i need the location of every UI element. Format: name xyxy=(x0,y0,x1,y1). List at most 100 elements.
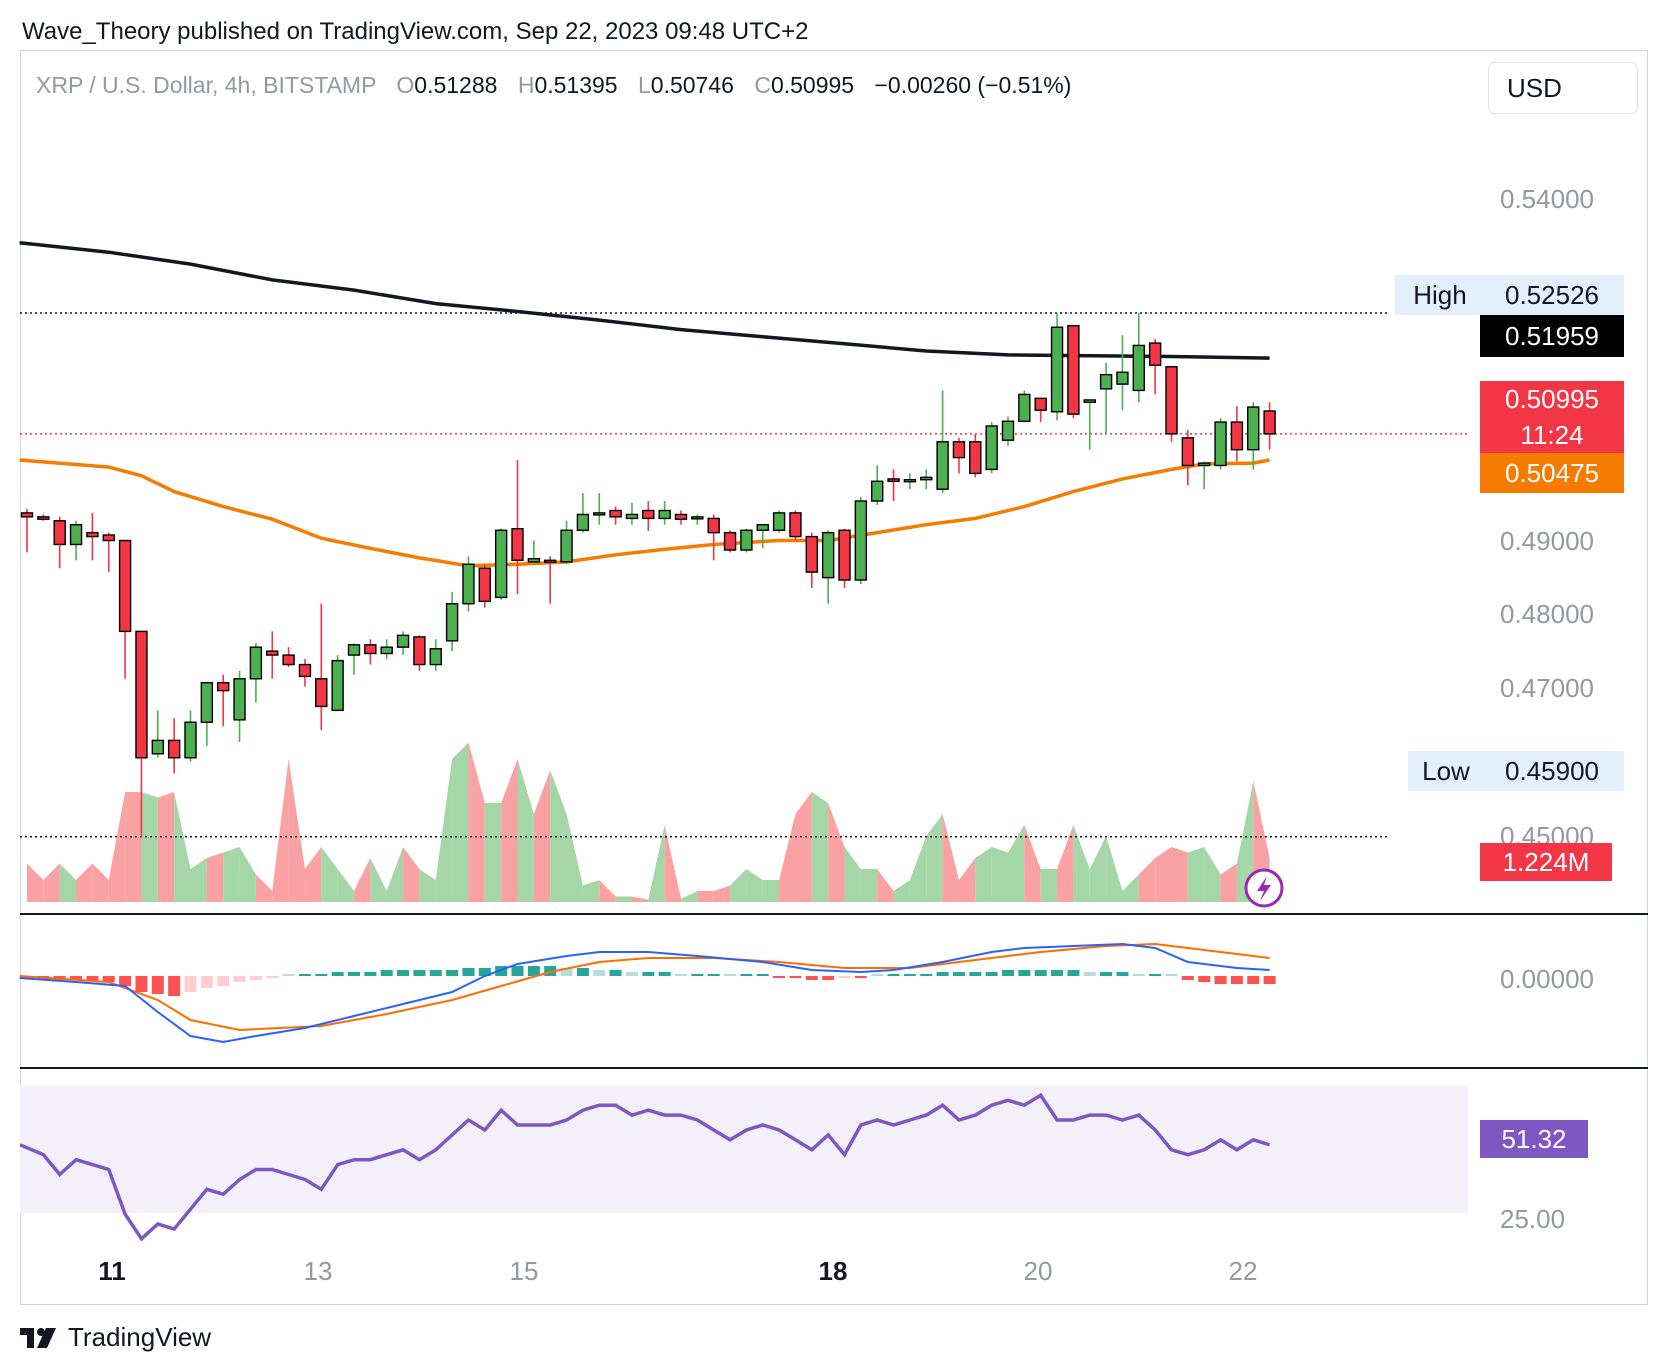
high-key: H xyxy=(517,72,535,98)
volume-value-tag: 1.224M xyxy=(1480,843,1612,881)
volume-layer xyxy=(27,742,1270,902)
volume-area xyxy=(174,792,191,902)
macd-histogram-bar xyxy=(511,966,524,976)
candle-body xyxy=(1230,421,1244,451)
candle-body xyxy=(478,567,491,603)
currency-button[interactable]: USD xyxy=(1488,62,1638,114)
close-value: 0.50995 xyxy=(770,72,855,98)
macd-histogram-bar xyxy=(200,976,213,988)
macd-histogram-bar xyxy=(1116,972,1129,976)
volume-area xyxy=(550,770,567,902)
macd-histogram-bar xyxy=(1018,970,1031,976)
volume-area xyxy=(599,880,616,902)
macd-line xyxy=(19,942,1270,1044)
candle-body xyxy=(445,603,459,642)
volume-area xyxy=(1155,847,1172,902)
macd-histogram-bar xyxy=(315,974,328,976)
volume-area xyxy=(403,847,420,902)
candle-body xyxy=(282,654,295,666)
macd-histogram-bar xyxy=(838,976,851,978)
candle-body xyxy=(1165,366,1178,435)
macd-histogram-bar xyxy=(298,974,311,976)
volume-area xyxy=(746,869,763,902)
volume-area xyxy=(125,792,142,902)
candle-body xyxy=(560,529,573,563)
low-key: L xyxy=(637,72,651,98)
volume-area xyxy=(92,863,109,902)
candle-body xyxy=(151,739,165,755)
candle-body xyxy=(1214,421,1227,467)
volume-area xyxy=(893,880,910,902)
volume-area xyxy=(1220,863,1237,902)
volume-area xyxy=(321,847,338,902)
macd-histogram-bar xyxy=(691,974,704,976)
macd-histogram-bar xyxy=(1149,974,1162,976)
volume-area xyxy=(664,825,681,902)
volume-area xyxy=(762,880,780,902)
ohlc-legend: XRP / U.S. Dollar, 4h, BITSTAMP O0.51288… xyxy=(36,72,1071,99)
macd-histogram-bar xyxy=(1083,972,1096,976)
candle-body xyxy=(298,663,312,678)
rsi-tick: 25.00 xyxy=(1500,1204,1566,1234)
candle-body xyxy=(413,636,426,666)
candle-body xyxy=(674,513,688,520)
macd-histogram-bar xyxy=(413,970,426,976)
candle-body xyxy=(396,634,410,648)
volume-area xyxy=(1106,836,1123,902)
high-tag: High xyxy=(1395,275,1485,315)
candle-body xyxy=(593,512,606,516)
rsi-band xyxy=(20,1085,1468,1213)
volume-area xyxy=(1171,847,1188,902)
volume-area xyxy=(288,759,305,902)
candle-body xyxy=(740,529,753,551)
time-tick: 22 xyxy=(1228,1256,1258,1286)
candle-body xyxy=(315,678,328,708)
candle-body xyxy=(1083,399,1096,403)
high-value: 0.51395 xyxy=(534,72,618,98)
volume-area xyxy=(255,874,273,902)
volume-area xyxy=(157,792,175,902)
price-tick: 0.47000 xyxy=(1500,673,1594,703)
volume-area xyxy=(1073,825,1090,902)
macd-histogram-bar xyxy=(168,976,181,996)
candle-body xyxy=(707,517,720,534)
candle-body xyxy=(1181,437,1195,467)
candle-body xyxy=(266,650,279,656)
high-value-tag: 0.52526 xyxy=(1480,275,1624,315)
volume-area xyxy=(337,869,354,902)
volume-area xyxy=(484,803,502,902)
macd-histogram-bar xyxy=(217,976,230,986)
macd-histogram-bar xyxy=(446,970,459,976)
candle-body xyxy=(1197,462,1211,467)
ma200-value-tag: 0.51959 xyxy=(1480,315,1624,357)
macd-histogram-bar xyxy=(642,972,655,976)
tradingview-brand[interactable]: TradingView xyxy=(20,1322,211,1353)
volume-area xyxy=(452,742,469,902)
macd-histogram-bar xyxy=(1263,976,1276,984)
symbol-title[interactable]: XRP / U.S. Dollar, 4h, BITSTAMP xyxy=(36,72,377,98)
candle-body xyxy=(854,500,868,581)
volume-area xyxy=(909,836,927,902)
macd-histogram-bar xyxy=(1230,976,1243,984)
macd-histogram-bar xyxy=(1165,974,1178,976)
change-value: −0.00260 (−0.51%) xyxy=(874,72,1072,98)
candle-body xyxy=(789,512,802,538)
candle-body xyxy=(1034,397,1047,411)
candle-body xyxy=(952,441,966,459)
volume-area xyxy=(27,863,44,902)
volume-area xyxy=(1024,825,1041,902)
volume-area xyxy=(1089,836,1107,902)
macd-histogram-bar xyxy=(609,970,622,976)
replay-bolt-icon[interactable] xyxy=(1244,868,1284,908)
ma200-line xyxy=(19,240,1270,360)
candle-body xyxy=(364,644,377,655)
macd-histogram-bar xyxy=(625,972,638,976)
volume-area xyxy=(59,863,77,902)
volume-area xyxy=(1204,847,1221,902)
macd-histogram-bar xyxy=(969,972,982,976)
macd-histogram-bar xyxy=(1051,970,1064,976)
candle-body xyxy=(429,648,442,666)
candle-body xyxy=(184,721,197,759)
publisher-caption: Wave_Theory published on TradingView.com… xyxy=(22,18,809,45)
